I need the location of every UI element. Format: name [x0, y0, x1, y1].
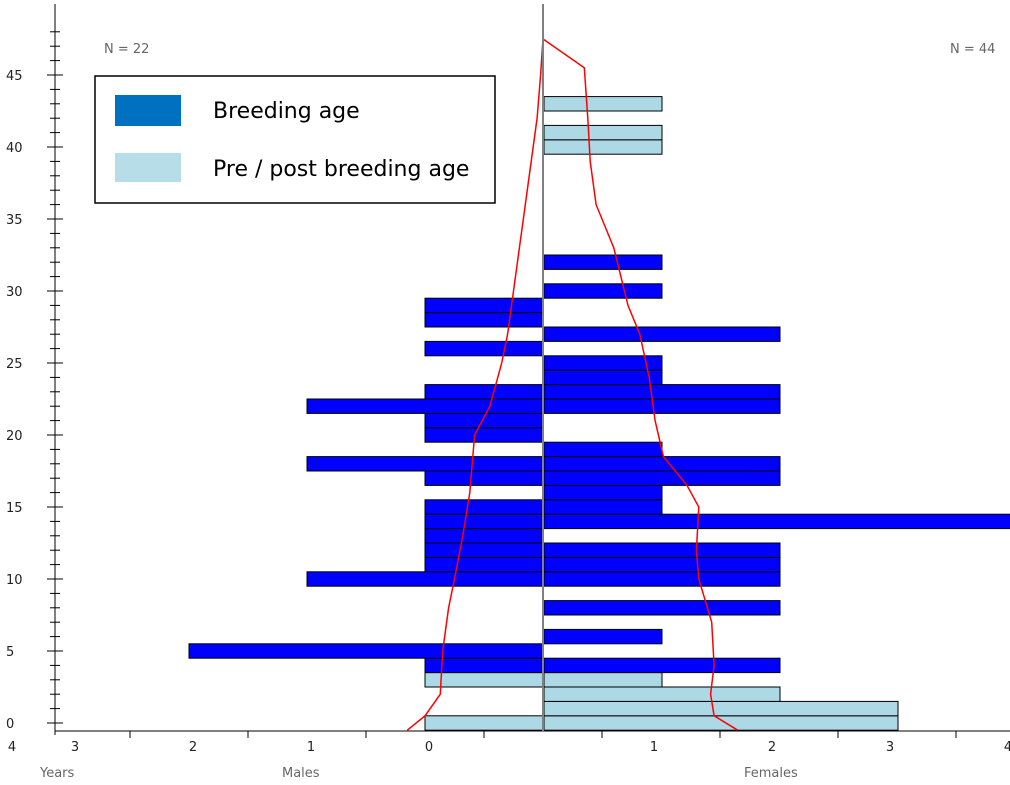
- males-n-label: N = 22: [104, 42, 149, 57]
- males-curve: [406, 38, 544, 731]
- x-tick-label-7: 3: [886, 740, 894, 755]
- females-curve: [542, 38, 739, 731]
- female-bar-age-18: [543, 456, 781, 472]
- female-bar-age-1: [543, 700, 899, 717]
- male-bar-age-11: [424, 556, 544, 573]
- female-bar-age-2: [543, 686, 781, 702]
- females-n-label: N = 44: [950, 42, 995, 57]
- x-tick-label-0: 4: [8, 740, 16, 755]
- female-bar-age-43: [543, 96, 663, 112]
- female-bar-age-40: [543, 139, 663, 155]
- female-bar-age-0: [543, 715, 899, 731]
- y-tick-label-0: 0: [6, 717, 14, 732]
- x-tick-label-6: 2: [768, 740, 776, 755]
- female-bar-age-14: [543, 513, 1010, 530]
- x-tick-label-3: 1: [307, 740, 315, 755]
- legend-label-breeding: Breeding age: [213, 99, 360, 124]
- male-bar-age-28: [424, 312, 544, 328]
- male-bar-age-3: [424, 672, 544, 688]
- female-bar-age-30: [543, 283, 663, 299]
- female-bar-age-10: [543, 571, 781, 587]
- y-tick-label-20: 20: [6, 429, 23, 444]
- curves-layer: [406, 38, 739, 731]
- male-bar-age-10: [306, 571, 544, 587]
- labels-layer: N = 22 N = 44 Years Males Females 051015…: [6, 42, 1010, 781]
- x-label-years: Years: [39, 766, 75, 781]
- male-bar-age-0: [424, 715, 544, 731]
- male-bar-age-12: [424, 542, 544, 558]
- male-bar-age-23: [424, 384, 544, 400]
- male-bar-age-29: [424, 297, 544, 314]
- male-bar-age-13: [424, 528, 544, 544]
- x-label-females: Females: [744, 766, 798, 781]
- y-tick-label-40: 40: [6, 141, 23, 156]
- male-bar-age-14: [424, 513, 544, 530]
- female-bar-age-15: [543, 499, 663, 515]
- male-bar-age-17: [424, 470, 544, 486]
- legend-label-pre: Pre / post breeding age: [213, 157, 469, 182]
- y-tick-label-45: 45: [6, 69, 23, 84]
- male-bar-age-18: [306, 456, 544, 472]
- female-bar-age-12: [543, 542, 781, 558]
- female-bar-age-4: [543, 657, 781, 674]
- x-label-males: Males: [282, 766, 320, 781]
- y-tick-label-15: 15: [6, 501, 23, 516]
- male-bar-age-22: [306, 398, 544, 414]
- male-bar-age-15: [424, 499, 544, 515]
- female-bar-age-8: [543, 600, 781, 616]
- y-tick-label-25: 25: [6, 357, 23, 372]
- female-bar-age-24: [543, 369, 663, 386]
- y-tick-label-30: 30: [6, 285, 23, 300]
- female-bar-age-19: [543, 441, 663, 458]
- legend: Breeding age Pre / post breeding age: [94, 75, 496, 204]
- male-bar-age-26: [424, 340, 544, 357]
- female-bar-age-6: [543, 628, 663, 645]
- female-bar-age-11: [543, 556, 781, 573]
- female-bar-age-32: [543, 254, 663, 270]
- female-bar-age-16: [543, 484, 663, 501]
- y-tick-label-5: 5: [6, 645, 14, 660]
- male-bar-age-5: [188, 643, 544, 659]
- female-bar-age-27: [543, 326, 781, 342]
- axes-layer: [47, 4, 1010, 738]
- x-tick-label-8: 4: [1004, 740, 1010, 755]
- female-bar-age-17: [543, 470, 781, 486]
- legend-swatch-breeding: [115, 95, 181, 126]
- female-bar-age-41: [543, 124, 663, 141]
- bars-layer: [188, 96, 1010, 731]
- female-bar-age-23: [543, 384, 781, 400]
- y-tick-label-10: 10: [6, 573, 23, 588]
- female-bar-age-3: [543, 672, 663, 688]
- x-tick-label-4: 0: [425, 740, 433, 755]
- x-tick-label-1: 3: [71, 740, 79, 755]
- legend-swatch-pre: [115, 153, 181, 182]
- x-tick-label-5: 1: [650, 740, 658, 755]
- male-bar-age-20: [424, 427, 544, 443]
- y-tick-label-35: 35: [6, 213, 23, 228]
- male-bar-age-21: [424, 412, 544, 429]
- female-bar-age-22: [543, 398, 781, 414]
- x-tick-label-2: 2: [189, 740, 197, 755]
